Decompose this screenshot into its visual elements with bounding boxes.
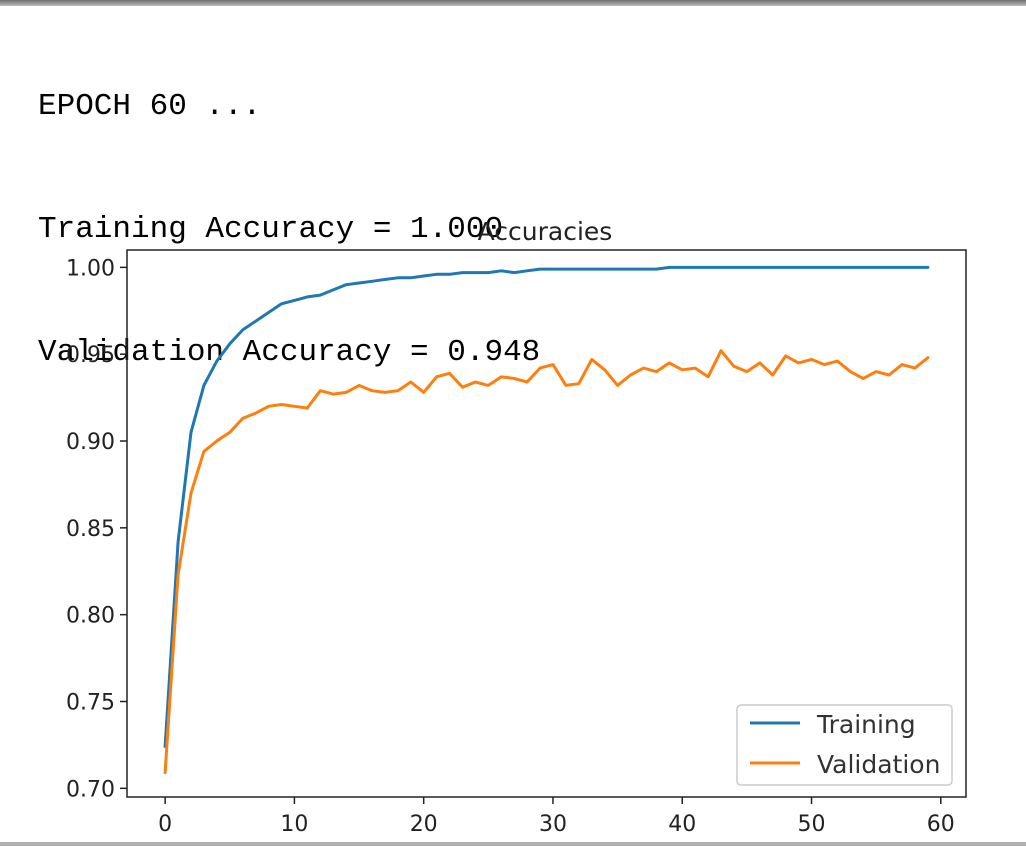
y-tick-label: 1.00 xyxy=(66,256,115,281)
series-layer xyxy=(163,265,930,775)
x-tick-label: 10 xyxy=(280,812,308,837)
y-tick-label: 0.70 xyxy=(66,777,115,802)
legend-label-training: Training xyxy=(816,710,916,739)
legend: Training Validation xyxy=(736,704,953,786)
x-tick-label: 20 xyxy=(410,812,438,837)
y-tick-label: 0.85 xyxy=(66,517,115,542)
window-top-edge xyxy=(0,0,1026,6)
console-line-validation-accuracy: Validation Accuracy = 0.948 xyxy=(38,335,541,370)
console-line-epoch: EPOCH 60 ... xyxy=(38,89,262,124)
x-tick-label: 0 xyxy=(158,812,172,837)
x-tick-label: 30 xyxy=(539,812,567,837)
console-output: EPOCH 60 ... Training Accuracy = 1.000 V… xyxy=(38,4,540,414)
x-tick-label: 50 xyxy=(798,812,826,837)
chart-title: Accuracies xyxy=(478,217,613,246)
legend-label-validation: Validation xyxy=(817,750,940,779)
console-line-training-accuracy: Training Accuracy = 1.000 xyxy=(38,212,504,247)
x-axis: 0 10 20 30 40 50 60 xyxy=(158,797,955,837)
plot-frame xyxy=(126,249,967,798)
legend-box xyxy=(736,704,953,786)
series-line-validation xyxy=(163,349,930,775)
y-tick-label: 0.80 xyxy=(66,604,115,629)
y-tick-label: 0.90 xyxy=(66,430,115,455)
y-axis: 0.70 0.75 0.80 0.85 0.90 0.95 1.00 xyxy=(66,256,127,802)
x-tick-label: 60 xyxy=(927,812,955,837)
x-tick-label: 40 xyxy=(668,812,696,837)
y-tick-label: 0.75 xyxy=(66,690,115,715)
series-line-training xyxy=(163,265,930,749)
window-bottom-edge xyxy=(0,842,1026,846)
y-tick-label: 0.95 xyxy=(66,343,115,368)
